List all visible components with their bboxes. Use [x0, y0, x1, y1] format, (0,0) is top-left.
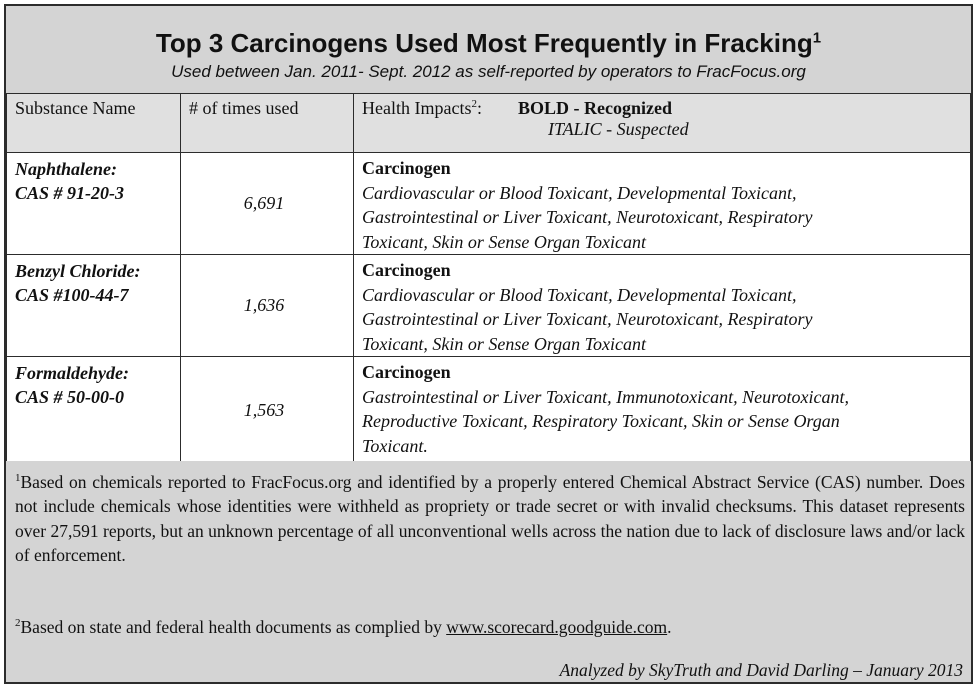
header-health-cell: Health Impacts2: BOLD - Recognized ITALI… — [353, 93, 971, 153]
footnote-1-mark: 1 — [15, 472, 21, 484]
footnote-1: 1Based on chemicals reported to FracFocu… — [15, 466, 965, 568]
header-substance: Substance Name — [15, 98, 136, 118]
substance-title: Naphthalene: — [15, 159, 118, 179]
table-row: Naphthalene: CAS # 91-20-3 6,691 Carcinog… — [6, 152, 971, 255]
recognized-impact: Carcinogen — [362, 158, 451, 178]
suspected-impact-line: Cardiovascular or Blood Toxicant, Develo… — [362, 284, 797, 305]
health-impacts: Carcinogen Cardiovascular or Blood Toxic… — [354, 153, 970, 254]
suspected-impact-line: Gastrointestinal or Liver Toxicant, Immu… — [362, 386, 849, 407]
substance-name: Naphthalene: CAS # 91-20-3 — [7, 153, 180, 205]
substance-cas: CAS #100-44-7 — [15, 285, 129, 305]
title-footnote-mark: 1 — [812, 29, 822, 47]
table-row: Formaldehyde: CAS # 50-00-0 1,563 Carcino… — [6, 356, 971, 465]
substance-name: Benzyl Chloride: CAS #100-44-7 — [7, 255, 180, 307]
times-used: 1,563 — [180, 356, 354, 465]
page-subtitle: Used between Jan. 2011- Sept. 2012 as se… — [171, 62, 806, 81]
suspected-impact-line: Cardiovascular or Blood Toxicant, Develo… — [362, 182, 797, 203]
health-impacts: Carcinogen Gastrointestinal or Liver Tox… — [354, 357, 970, 458]
header-substance-cell: Substance Name — [6, 93, 181, 153]
header-times: # of times used — [189, 98, 299, 118]
page-title: Top 3 Carcinogens Used Most Frequently i… — [6, 28, 971, 59]
legend-italic: ITALIC - Suspected — [548, 119, 689, 139]
header-health-footnote-mark: 2 — [471, 98, 477, 110]
substance-cell: Benzyl Chloride: CAS #100-44-7 — [6, 254, 181, 357]
footnote-2: 2Based on state and federal health docum… — [15, 611, 965, 639]
substance-cas: CAS # 50-00-0 — [15, 387, 125, 407]
report-frame: Top 3 Carcinogens Used Most Frequently i… — [4, 4, 973, 684]
health-impacts-cell: Carcinogen Gastrointestinal or Liver Tox… — [353, 356, 971, 465]
substance-cell: Naphthalene: CAS # 91-20-3 — [6, 152, 181, 255]
header-times-cell: # of times used — [180, 93, 354, 153]
substance-name: Formaldehyde: CAS # 50-00-0 — [7, 357, 180, 409]
recognized-impact: Carcinogen — [362, 260, 451, 280]
header-health: Health Impacts2: BOLD - Recognized ITALI… — [354, 94, 970, 140]
header-health-line: Health Impacts2: BOLD - Recognized — [362, 98, 970, 119]
health-impacts-cell: Carcinogen Cardiovascular or Blood Toxic… — [353, 152, 971, 255]
times-used: 6,691 — [180, 152, 354, 255]
suspected-impact-line: Toxicant, Skin or Sense Organ Toxicant — [362, 231, 646, 252]
times-used: 1,636 — [180, 254, 354, 357]
health-impacts-cell: Carcinogen Cardiovascular or Blood Toxic… — [353, 254, 971, 357]
suspected-impact-line: Toxicant, Skin or Sense Organ Toxicant — [362, 333, 646, 354]
suspected-impact-line: Gastrointestinal or Liver Toxicant, Neur… — [362, 309, 813, 329]
scorecard-link[interactable]: www.scorecard.goodguide.com — [446, 616, 668, 637]
suspected-impact-line: Gastrointestinal or Liver Toxicant, Neur… — [362, 207, 813, 227]
suspected-impact-line: Reproductive Toxicant, Respiratory Toxic… — [362, 411, 840, 431]
legend-bold: BOLD - Recognized — [517, 98, 672, 118]
header-health-text: Health Impacts — [362, 98, 472, 118]
footnote-2-end: . — [667, 616, 672, 637]
table-header-row: Substance Name # of times used Health Im… — [6, 93, 971, 153]
footnote-2-text: Based on state and federal health docume… — [20, 616, 447, 637]
substance-title: Benzyl Chloride: — [15, 261, 141, 281]
carcinogens-table: Substance Name # of times used Health Im… — [6, 93, 971, 465]
footnotes: 1Based on chemicals reported to FracFocu… — [6, 461, 971, 682]
health-impacts: Carcinogen Cardiovascular or Blood Toxic… — [354, 255, 970, 356]
substance-title: Formaldehyde: — [15, 363, 129, 383]
substance-cell: Formaldehyde: CAS # 50-00-0 — [6, 356, 181, 465]
recognized-impact: Carcinogen — [362, 362, 451, 382]
report-header: Top 3 Carcinogens Used Most Frequently i… — [6, 6, 971, 94]
analysis-credit: Analyzed by SkyTruth and David Darling –… — [559, 660, 963, 680]
footnote-1-text: Based on chemicals reported to FracFocus… — [15, 471, 965, 566]
header-health-colon: : — [476, 98, 482, 118]
footnote-2-mark: 2 — [15, 617, 21, 629]
suspected-impact-line: Toxicant. — [362, 435, 428, 456]
header-health-label: Health Impacts2: — [362, 98, 482, 119]
title-text: Top 3 Carcinogens Used Most Frequently i… — [155, 28, 813, 58]
substance-cas: CAS # 91-20-3 — [15, 183, 125, 203]
table-row: Benzyl Chloride: CAS #100-44-7 1,636 Carc… — [6, 254, 971, 357]
